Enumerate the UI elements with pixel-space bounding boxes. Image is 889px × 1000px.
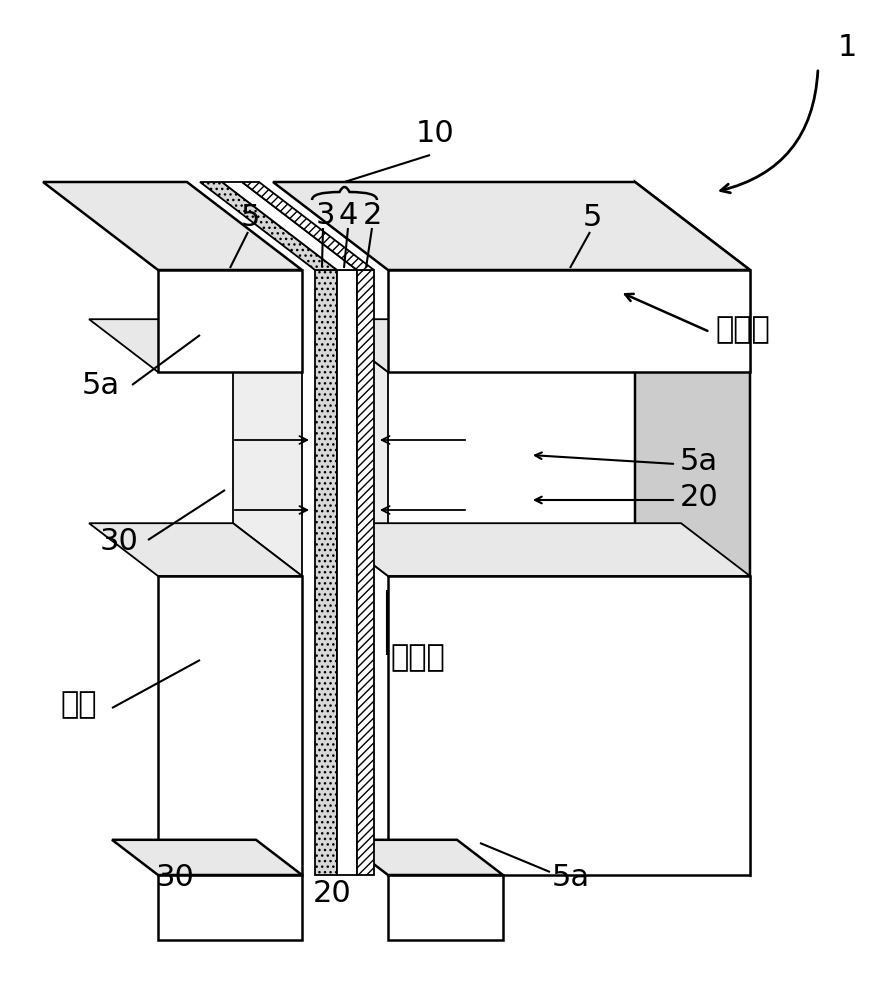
Polygon shape xyxy=(357,270,374,875)
Polygon shape xyxy=(337,270,357,875)
Text: 4: 4 xyxy=(339,200,357,230)
Polygon shape xyxy=(319,319,388,576)
FancyArrowPatch shape xyxy=(535,452,673,464)
Text: 20: 20 xyxy=(680,484,718,512)
Text: 5a: 5a xyxy=(680,448,718,477)
FancyArrowPatch shape xyxy=(625,294,708,331)
Polygon shape xyxy=(222,182,357,270)
Polygon shape xyxy=(158,576,302,875)
Polygon shape xyxy=(388,576,750,875)
Text: 10: 10 xyxy=(416,119,454,148)
Text: 3: 3 xyxy=(316,200,335,230)
Text: 5: 5 xyxy=(582,204,602,232)
Polygon shape xyxy=(158,270,302,372)
Polygon shape xyxy=(112,840,302,875)
Polygon shape xyxy=(242,182,374,270)
Polygon shape xyxy=(89,319,302,372)
Text: 30: 30 xyxy=(100,528,139,556)
Polygon shape xyxy=(635,182,750,875)
Text: 5a: 5a xyxy=(552,862,590,892)
Text: 5a: 5a xyxy=(82,370,120,399)
FancyArrowPatch shape xyxy=(721,71,818,193)
Polygon shape xyxy=(388,270,750,372)
Text: 2: 2 xyxy=(363,200,381,230)
Polygon shape xyxy=(315,270,337,875)
Polygon shape xyxy=(89,523,302,576)
Polygon shape xyxy=(200,182,337,270)
Text: 20: 20 xyxy=(313,879,351,908)
Polygon shape xyxy=(43,182,302,270)
Polygon shape xyxy=(158,875,302,940)
Text: 1: 1 xyxy=(837,33,857,62)
Polygon shape xyxy=(319,523,750,576)
Text: 燃料: 燃料 xyxy=(60,690,97,720)
Polygon shape xyxy=(388,875,503,940)
FancyArrowPatch shape xyxy=(535,497,673,503)
Polygon shape xyxy=(273,182,750,270)
Polygon shape xyxy=(319,319,750,372)
Text: 氧化剂: 氧化剂 xyxy=(390,644,444,672)
Polygon shape xyxy=(342,840,503,875)
Polygon shape xyxy=(233,319,302,576)
Text: 5: 5 xyxy=(240,204,260,232)
Text: 30: 30 xyxy=(156,863,195,892)
Text: 氧化剂: 氧化剂 xyxy=(715,316,770,344)
